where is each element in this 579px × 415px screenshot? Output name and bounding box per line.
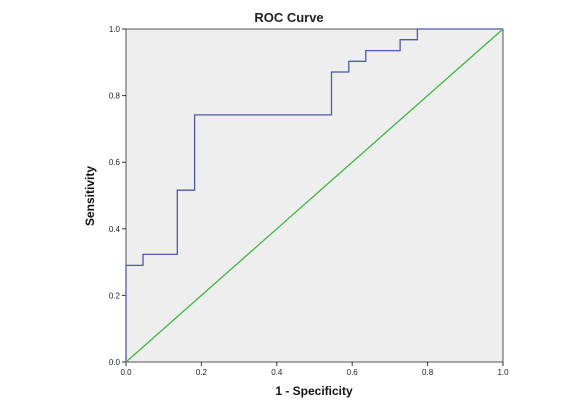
x-tick-label: 0.2: [196, 368, 208, 377]
x-tick-label: 1.0: [497, 368, 509, 377]
x-tick-label: 0.0: [120, 368, 132, 377]
y-tick-label: 0.4: [109, 225, 121, 234]
y-tick-label: 0.8: [109, 92, 121, 101]
series-layer: [125, 28, 504, 363]
axis-ticks: 0.0 0.2 0.4 0.6 0.8 1.0 0.0 0.2 0.4 0.6 0.8 1.0: [109, 25, 509, 377]
chart-title: ROC Curve: [254, 10, 323, 25]
roc-curve-line: [125, 28, 503, 362]
y-tick-label: 1.0: [109, 25, 121, 34]
y-axis-title: Sensitivity: [83, 166, 97, 226]
y-tick-label: 0.6: [109, 158, 121, 167]
x-tick-label: 0.6: [347, 368, 359, 377]
y-tick-label: 0.0: [109, 358, 121, 367]
x-axis-title: 1 - Specificity: [275, 384, 353, 398]
y-tick-label: 0.2: [109, 291, 121, 300]
x-tick-label: 0.4: [271, 368, 283, 377]
reference-line: [125, 28, 504, 363]
x-tick-label: 0.8: [422, 368, 434, 377]
